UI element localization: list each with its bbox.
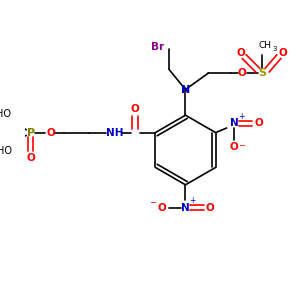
Text: S: S — [258, 68, 266, 78]
Text: HO: HO — [0, 146, 12, 156]
Text: N: N — [230, 118, 238, 128]
Text: HO: HO — [0, 109, 11, 119]
Text: O: O — [46, 128, 55, 138]
Text: O: O — [238, 68, 247, 78]
Text: O: O — [230, 142, 238, 152]
Text: O: O — [157, 203, 166, 213]
Text: +: + — [190, 196, 196, 205]
Text: +: + — [238, 112, 244, 121]
Text: 3: 3 — [272, 46, 277, 52]
Text: N: N — [181, 85, 190, 94]
Text: −: − — [149, 198, 156, 207]
Text: O: O — [131, 104, 140, 114]
Text: P: P — [27, 128, 35, 138]
Text: CH: CH — [259, 41, 272, 50]
Text: Br: Br — [152, 42, 165, 52]
Text: −: − — [238, 141, 245, 150]
Text: O: O — [206, 203, 214, 213]
Text: O: O — [237, 48, 246, 58]
Text: O: O — [26, 153, 35, 163]
Text: O: O — [278, 48, 287, 58]
Text: O: O — [254, 118, 263, 128]
Text: NH: NH — [106, 128, 124, 138]
Text: N: N — [181, 203, 190, 213]
